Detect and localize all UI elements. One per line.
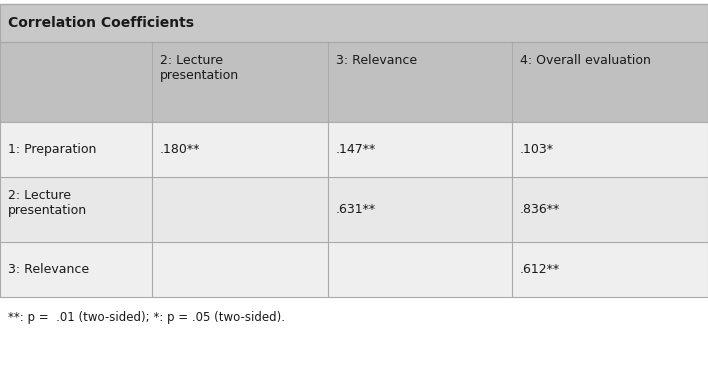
Text: 3: Relevance: 3: Relevance: [336, 54, 417, 67]
Bar: [0, 122, 708, 177]
Text: 1: Preparation: 1: Preparation: [8, 143, 96, 156]
Bar: [0, 4, 708, 42]
Text: Correlation Coefficients: Correlation Coefficients: [8, 16, 194, 30]
Text: 3: Relevance: 3: Relevance: [8, 263, 89, 276]
Bar: [0, 242, 708, 297]
Text: .103*: .103*: [520, 143, 554, 156]
Bar: [0, 177, 708, 242]
Text: .612**: .612**: [520, 263, 560, 276]
Text: **: p =  .01 (two-sided); *: p = .05 (two-sided).: **: p = .01 (two-sided); *: p = .05 (two…: [8, 311, 285, 324]
Text: 4: Overall evaluation: 4: Overall evaluation: [520, 54, 651, 67]
Text: .180**: .180**: [160, 143, 200, 156]
Text: .631**: .631**: [336, 203, 376, 216]
Text: 2: Lecture
presentation: 2: Lecture presentation: [160, 54, 239, 82]
Text: .836**: .836**: [520, 203, 560, 216]
Text: .147**: .147**: [336, 143, 376, 156]
Bar: [0, 42, 708, 122]
Text: 2: Lecture
presentation: 2: Lecture presentation: [8, 189, 87, 217]
